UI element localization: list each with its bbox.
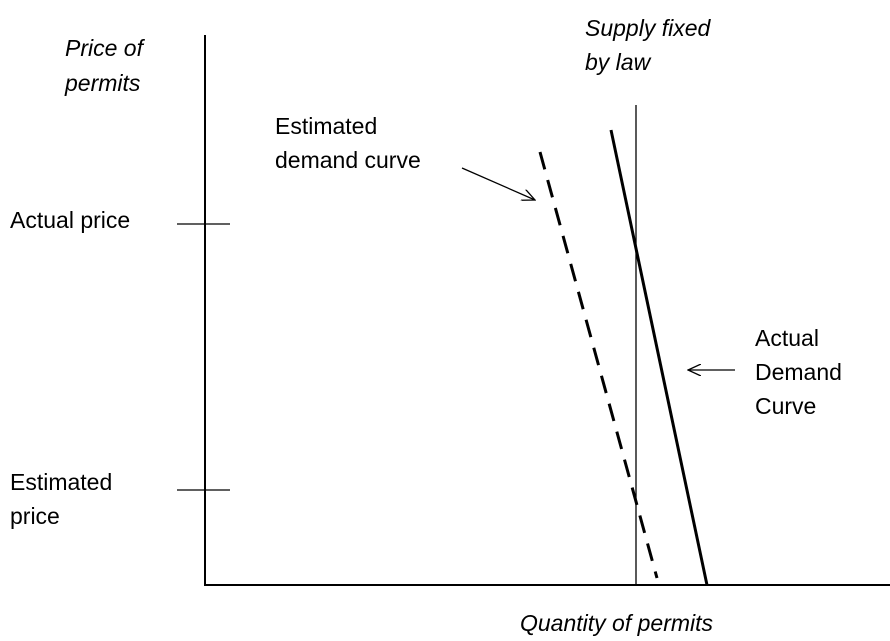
- estimated-demand-curve: [538, 151, 659, 579]
- estimated-demand-label: Estimated: [275, 113, 377, 139]
- y-axis-label: permits: [64, 70, 141, 96]
- estimated-price-label: Estimated: [10, 469, 112, 495]
- actual-demand-label: Demand: [755, 359, 842, 385]
- supply-label: Supply fixed: [585, 15, 712, 41]
- actual-demand-label: Curve: [755, 393, 816, 419]
- actual-demand-curve: [609, 129, 709, 586]
- estimated-price-label: price: [10, 503, 60, 529]
- y-axis-label: Price of: [65, 35, 146, 61]
- arrow: [461, 167, 535, 200]
- x-axis-label: Quantity of permits: [520, 610, 714, 636]
- supply-label: by law: [585, 49, 652, 75]
- actual-demand-label: Actual: [755, 325, 819, 351]
- actual-price-label: Actual price: [10, 207, 130, 233]
- estimated-demand-label: demand curve: [275, 147, 421, 173]
